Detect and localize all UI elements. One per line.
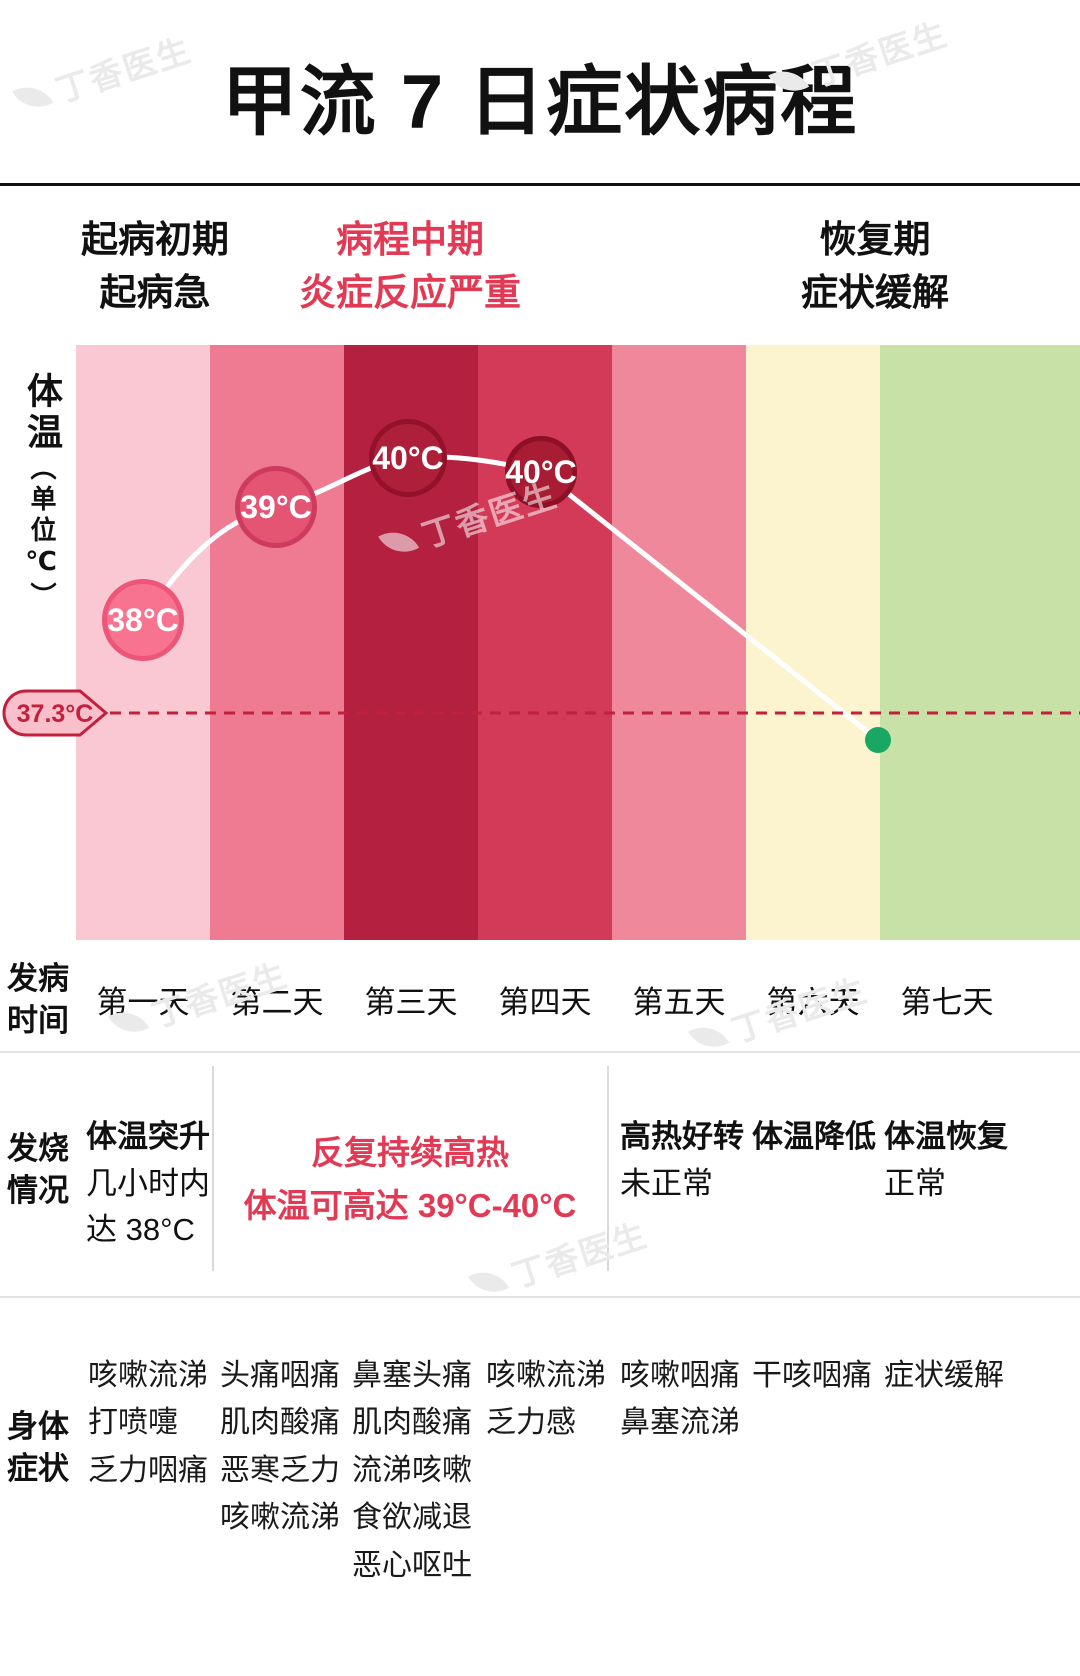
temp-point-day4: 40°C — [505, 436, 577, 508]
text-line: 发病 — [7, 961, 69, 996]
threshold-tag — [2, 689, 109, 737]
symptoms-day5: 咳嗽咽痛 鼻塞流涕 — [620, 1352, 740, 1447]
fever-day6: 体温降低 — [752, 1114, 876, 1161]
chart-band-day5 — [612, 345, 746, 940]
symptoms-day7: 症状缓解 — [884, 1352, 1004, 1399]
text-line: 鼻塞头痛 — [352, 1359, 472, 1392]
day-label-4: 第四天 — [498, 985, 592, 1020]
text-line: 打喷嚏 — [88, 1406, 178, 1440]
phase-label-onset: 起病初期 起病急 — [35, 214, 275, 319]
fever-day5: 高热好转 未正常 — [620, 1114, 744, 1207]
text-line: 反复持续高热 — [311, 1134, 509, 1171]
text-line: 时间 — [7, 1002, 69, 1038]
text-line: 肌肉酸痛 — [352, 1406, 472, 1440]
text-line: 身体 — [7, 1409, 69, 1444]
text-line: 咳嗽流涕 — [220, 1501, 340, 1535]
text-line: 体温突升 — [86, 1119, 210, 1154]
temperature-chart: 37.3°C 38°C 39°C 40°C 40°C — [0, 345, 1080, 940]
temperature-curve-svg: 37.3°C — [2, 454, 1080, 753]
text-line: 干咳咽痛 — [752, 1359, 872, 1392]
text-line: 恶寒乏力 — [220, 1453, 340, 1487]
text-line: 体温恢复 — [884, 1119, 1008, 1154]
divider — [0, 1296, 1080, 1298]
text-line: 起病初期 — [81, 219, 229, 260]
text-line: 体温降低 — [752, 1119, 876, 1154]
chart-band-day7 — [880, 345, 1080, 940]
text-line: 体温可高达 39°C-40°C — [243, 1187, 577, 1225]
text-line: 炎症反应严重 — [299, 271, 521, 313]
text-line: 乏力感 — [486, 1406, 576, 1440]
text-line: 流涕咳嗽 — [352, 1453, 472, 1487]
day-label-3: 第三天 — [364, 985, 458, 1020]
text-line: 发烧 — [7, 1131, 69, 1166]
row-label-fever: 发烧 情况 — [2, 1128, 74, 1212]
temp-point-day1: 38°C — [102, 579, 184, 661]
text-line: 咳嗽咽痛 — [620, 1359, 740, 1392]
page-title: 甲流 7 日症状病程 — [221, 60, 859, 145]
recovery-point — [865, 727, 891, 753]
text-line: 达 38°C — [86, 1212, 195, 1247]
temp-point-day3: 40°C — [369, 419, 447, 497]
text-line: 乏力咽痛 — [88, 1453, 208, 1487]
temp-point-day2: 39°C — [235, 466, 317, 548]
y-axis-unit: （单位℃） — [27, 454, 57, 613]
fever-day7: 体温恢复 正常 — [884, 1114, 1008, 1207]
symptoms-day3: 鼻塞头痛肌肉酸痛流涕咳嗽食欲减退恶心呕吐 — [352, 1352, 472, 1589]
text-line: 头痛咽痛 — [220, 1359, 340, 1392]
row-label-time: 发病 时间 — [2, 958, 74, 1042]
divider — [0, 1051, 1080, 1053]
phase-label-recovery: 恢复期 症状缓解 — [755, 214, 995, 319]
column-divider — [212, 1066, 214, 1271]
row-label-symptoms: 身体 症状 — [2, 1406, 74, 1490]
text-line: 症状缓解 — [884, 1359, 1004, 1392]
text-line: 症状 — [7, 1450, 69, 1486]
text-line: 病程中期 — [336, 219, 484, 260]
day-label-1: 第一天 — [96, 985, 190, 1020]
text-line: 正常 — [884, 1165, 946, 1201]
symptoms-day1: 咳嗽流涕打喷嚏乏力咽痛 — [88, 1352, 208, 1494]
text-line: 鼻塞流涕 — [620, 1406, 740, 1440]
text-line: 情况 — [7, 1172, 69, 1208]
fever-day1: 体温突升几小时内达 38°C — [86, 1114, 210, 1254]
symptoms-day6: 干咳咽痛 — [752, 1352, 872, 1399]
text-line: 高热好转 — [620, 1119, 744, 1154]
day-label-6: 第六天 — [766, 985, 860, 1020]
day-label-2: 第二天 — [230, 985, 324, 1020]
text-line: 症状缓解 — [801, 271, 949, 313]
text-line: 肌肉酸痛 — [220, 1406, 340, 1440]
symptoms-day4: 咳嗽流涕 乏力感 — [486, 1352, 606, 1447]
fever-day2-4: 反复持续高热体温可高达 39°C-40°C — [200, 1126, 620, 1233]
phase-label-middle: 病程中期炎症反应严重 — [250, 214, 570, 319]
chart-band-day2 — [210, 345, 344, 940]
text-line: 咳嗽流涕 — [88, 1359, 208, 1392]
day-label-7: 第七天 — [900, 985, 994, 1020]
text-line: 未正常 — [620, 1165, 713, 1201]
text-line: 咳嗽流涕 — [486, 1359, 606, 1392]
day-label-5: 第五天 — [632, 985, 726, 1020]
temperature-curve — [140, 454, 880, 742]
title-divider — [0, 183, 1080, 186]
symptoms-day2: 头痛咽痛肌肉酸痛恶寒乏力咳嗽流涕 — [220, 1352, 340, 1542]
column-divider — [607, 1066, 609, 1271]
text-line: 恶心呕吐 — [352, 1548, 472, 1582]
text-line: 食欲减退 — [352, 1501, 472, 1535]
threshold-value-label: 37.3°C — [17, 700, 94, 728]
text-line: 恢复期 — [819, 219, 931, 260]
text-line: 起病急 — [99, 271, 211, 313]
y-axis-label: 体温（单位℃） — [16, 372, 68, 613]
text-line: 几小时内 — [86, 1165, 210, 1201]
y-axis-title: 体温 — [22, 372, 63, 454]
chart-band-day6 — [746, 345, 880, 940]
